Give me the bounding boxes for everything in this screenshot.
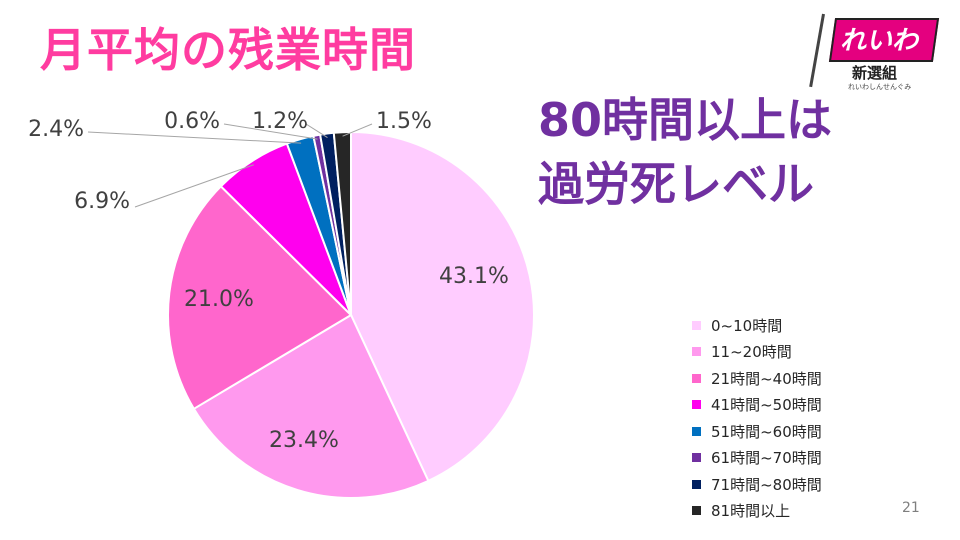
legend-swatch-2: [692, 373, 701, 383]
legend-item-4: 51時間~60時間: [692, 418, 822, 445]
reiwa-logo: れいわ 新選組 れいわしんせんぐみ: [809, 12, 942, 92]
slice-label-3: 6.9%: [74, 189, 130, 214]
pie-slice-0: [350, 130, 535, 483]
leader-line-6: [305, 123, 328, 138]
logo-sub-text: 新選組: [852, 64, 898, 82]
logo-tiny-text: れいわしんせんぐみ: [848, 83, 912, 91]
legend-item-6: 71時間~80時間: [692, 471, 822, 498]
slide-title: 月平均の残業時間: [40, 23, 416, 77]
legend-swatch-6: [692, 479, 701, 489]
pie-slice-7: [332, 130, 352, 316]
legend-label-6: 71時間~80時間: [711, 475, 822, 494]
callout-text: 80時間以上は 過労死レベル: [538, 88, 832, 216]
legend-item-5: 61時間~70時間: [692, 445, 822, 472]
callout-line-1: 80時間以上は: [538, 93, 833, 147]
legend-label-1: 11~20時間: [711, 343, 792, 362]
slice-label-1: 23.4%: [269, 428, 339, 453]
slice-label-4: 2.4%: [28, 117, 84, 142]
leader-line-5: [223, 123, 318, 140]
legend-label-0: 0~10時間: [711, 316, 783, 335]
callout-line-2: 過労死レベル: [538, 157, 814, 211]
legend-label-3: 41時間~50時間: [711, 396, 822, 415]
legend-label-2: 21時間~40時間: [711, 369, 822, 388]
legend-item-0: 0~10時間: [692, 312, 822, 339]
legend-item-2: 21時間~40時間: [692, 365, 822, 392]
slice-label-7: 1.5%: [376, 109, 432, 134]
pie-slice-1: [192, 313, 430, 499]
slice-label-2: 21.0%: [184, 287, 254, 312]
legend-swatch-4: [692, 426, 701, 436]
legend-item-7: 81時間以上: [692, 498, 822, 525]
page-number: 21: [902, 500, 920, 516]
legend-swatch-0: [692, 320, 701, 330]
logo-main-text: れいわ: [840, 26, 919, 56]
legend-item-3: 41時間~50時間: [692, 392, 822, 419]
legend-swatch-5: [692, 453, 701, 463]
leader-line-4: [87, 131, 302, 144]
legend-label-7: 81時間以上: [711, 502, 791, 521]
slice-label-0: 43.1%: [439, 264, 509, 289]
legend-swatch-7: [692, 506, 701, 516]
legend-label-5: 61時間~70時間: [711, 449, 822, 468]
leader-line-3: [134, 164, 254, 208]
chart-legend: 0~10時間 11~20時間 21時間~40時間 41時間~50時間 51時間~60時間…: [692, 312, 822, 524]
pie-slice-2: [167, 184, 353, 411]
slice-label-5: 0.6%: [164, 109, 220, 134]
slice-label-6: 1.2%: [252, 109, 308, 134]
legend-item-1: 11~20時間: [692, 339, 822, 366]
legend-swatch-1: [692, 347, 701, 357]
legend-label-4: 51時間~60時間: [711, 422, 822, 441]
legend-swatch-3: [692, 400, 701, 410]
leader-line-7: [342, 123, 373, 137]
